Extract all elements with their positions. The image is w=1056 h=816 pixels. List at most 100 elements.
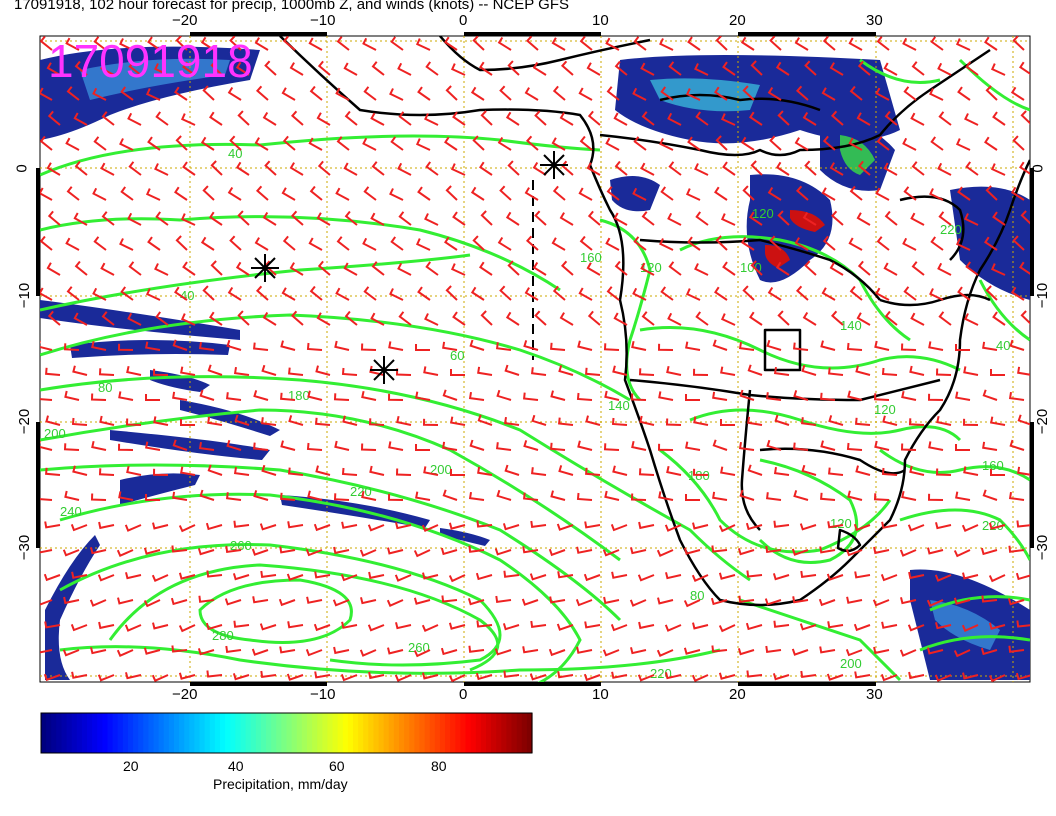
wind-barb	[233, 466, 250, 476]
wind-barb	[683, 599, 701, 608]
wind-barb	[749, 211, 763, 226]
wind-barb	[199, 489, 215, 501]
wind-barb	[117, 343, 134, 351]
wind-barb	[822, 235, 836, 251]
wind-barb	[127, 112, 142, 126]
wind-barb	[583, 673, 601, 682]
wind-barb	[126, 465, 142, 476]
wind-barb	[147, 236, 161, 251]
wind-barb	[938, 111, 952, 126]
wind-barb	[857, 60, 871, 76]
colorbar-cell	[148, 713, 155, 753]
wind-barb	[880, 674, 898, 682]
wind-barb	[604, 390, 620, 401]
wind-barb	[505, 211, 520, 226]
wind-barb	[316, 312, 331, 326]
wind-barb	[711, 645, 728, 653]
wind-barb	[502, 623, 520, 631]
lat-tick-left: −10	[16, 282, 34, 309]
wind-barb	[929, 88, 944, 101]
wind-barb	[98, 521, 115, 530]
wind-barb	[683, 547, 701, 555]
contour-label: 120	[874, 402, 896, 417]
lon-tick-top: 30	[866, 12, 883, 29]
wind-barb	[529, 673, 547, 681]
wind-barb	[900, 343, 917, 351]
wind-barb	[128, 161, 142, 176]
wind-barb	[820, 440, 836, 451]
wind-barb	[387, 493, 404, 501]
wind-barb	[232, 573, 250, 581]
wind-barb	[315, 417, 331, 426]
wind-barb	[857, 260, 871, 276]
wind-barb	[178, 672, 196, 680]
wind-barb	[988, 574, 1006, 583]
colorbar-cell	[480, 713, 487, 753]
wind-barb	[477, 414, 493, 426]
wind-barb	[43, 673, 61, 682]
wind-barb	[738, 441, 755, 451]
wind-barb	[847, 490, 863, 501]
wind-barb	[769, 36, 782, 51]
wind-barb	[227, 286, 242, 301]
wind-barb	[586, 62, 601, 76]
wind-barb	[477, 366, 493, 376]
colorbar-cell	[352, 713, 359, 753]
wind-barb	[154, 163, 169, 176]
wind-barb	[685, 494, 700, 501]
wind-barb	[818, 598, 836, 607]
wind-barb	[532, 261, 547, 276]
wind-barb	[370, 312, 385, 326]
wind-barb	[742, 185, 755, 201]
wind-barb	[934, 574, 952, 582]
wind-barb	[450, 469, 465, 476]
wind-barb	[550, 490, 566, 501]
colorbar-cell	[409, 713, 415, 753]
colorbar-cell	[337, 713, 344, 753]
wind-barb	[151, 674, 169, 682]
wind-barb	[259, 623, 277, 631]
colorbar-cell	[378, 713, 385, 753]
wind-barb	[957, 86, 971, 101]
wind-barb	[632, 287, 647, 301]
wind-barb	[576, 546, 593, 554]
wind-barb	[774, 414, 790, 426]
wind-barb	[551, 237, 566, 251]
colorbar-cell	[399, 713, 405, 753]
wind-barb	[480, 110, 493, 126]
wind-barb	[180, 113, 196, 126]
wind-barb	[848, 237, 863, 251]
colorbar-cell	[368, 713, 375, 753]
wind-barb	[499, 85, 512, 101]
wind-barb	[254, 137, 269, 151]
wind-barb	[442, 489, 458, 501]
wind-barb	[964, 213, 979, 226]
wind-barb	[793, 390, 809, 401]
wind-barb	[98, 468, 115, 476]
wind-barb	[63, 443, 80, 451]
wind-barb	[793, 442, 809, 451]
wind-barb	[1020, 210, 1030, 225]
wind-barb	[475, 572, 493, 581]
wind-barb	[720, 313, 736, 326]
wind-barb	[631, 340, 647, 351]
wind-barb	[469, 339, 485, 351]
wind-barb	[884, 310, 898, 326]
wind-barb	[602, 549, 620, 557]
wind-barb	[791, 548, 809, 556]
wind-barb	[687, 36, 701, 51]
wind-barb	[1008, 491, 1025, 501]
wind-barb	[550, 390, 566, 401]
wind-barb	[718, 524, 736, 533]
colorbar-cell	[450, 713, 456, 753]
wind-barb	[450, 263, 466, 276]
wind-barb	[579, 235, 593, 251]
wind-barb	[100, 62, 115, 76]
wind-barb	[360, 597, 377, 605]
wind-barb	[172, 391, 188, 401]
wind-barb	[210, 60, 223, 76]
wind-barb	[467, 598, 485, 606]
wind-barb	[641, 311, 655, 326]
colorbar-cell	[250, 713, 257, 753]
wind-barb	[606, 86, 620, 101]
